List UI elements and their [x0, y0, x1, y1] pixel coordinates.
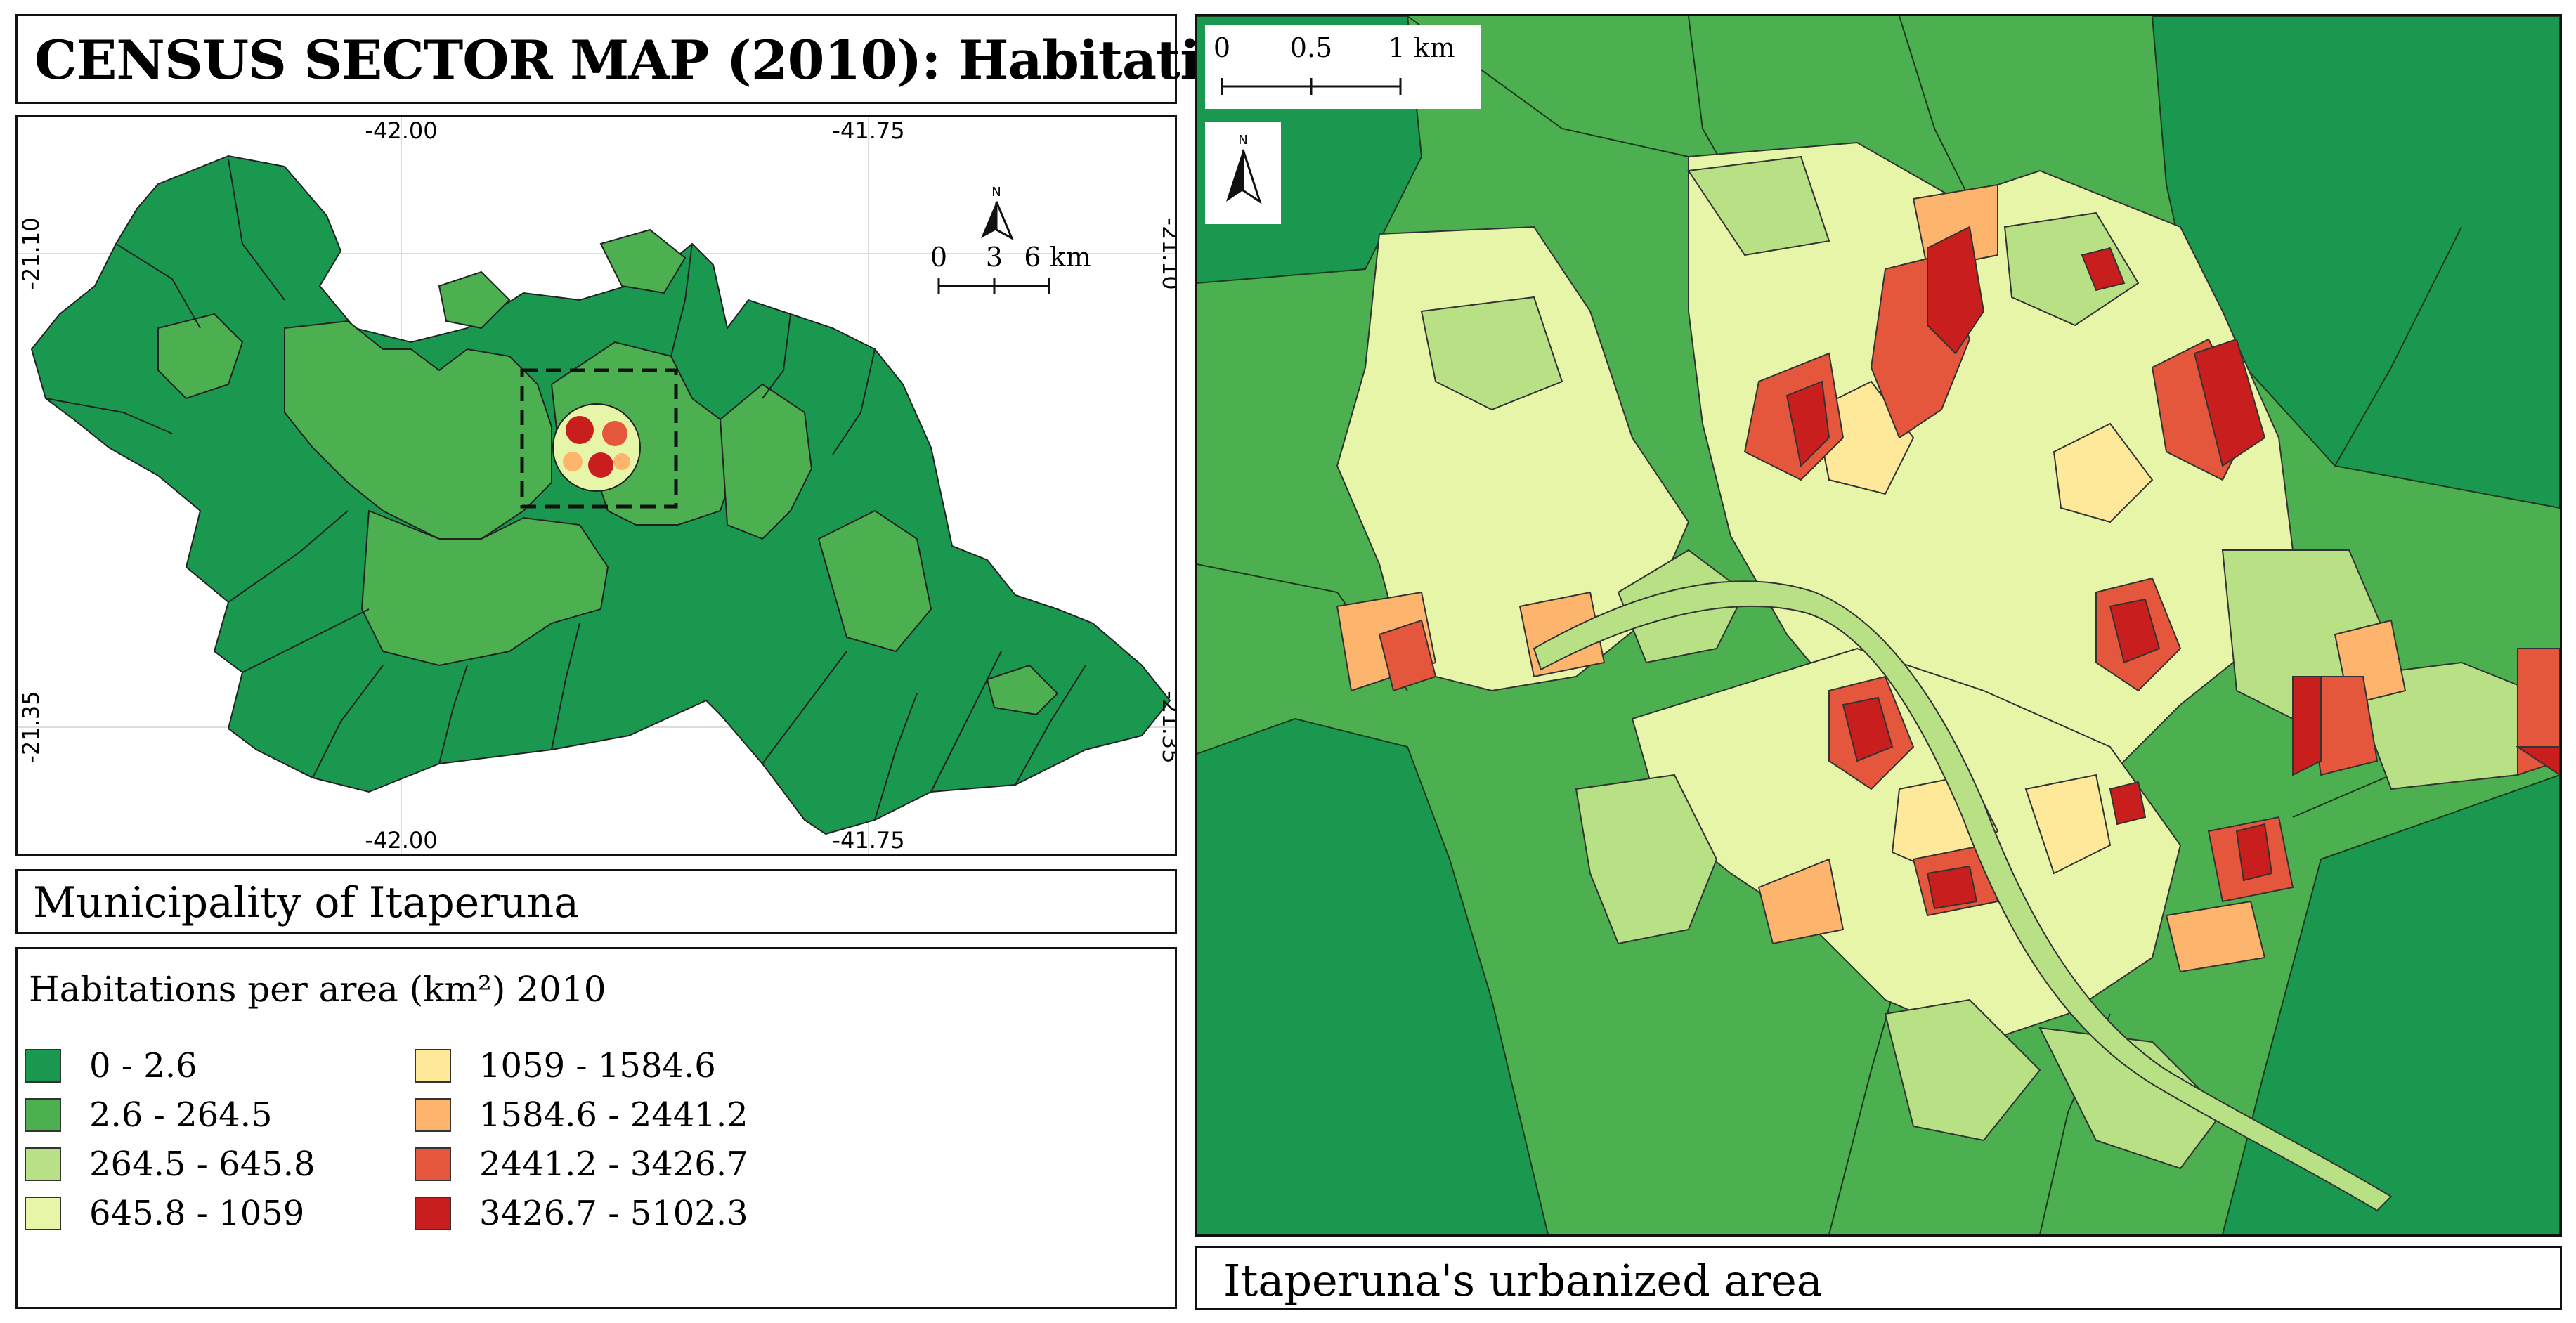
lon-label-bottom-2: -41.75 [832, 827, 904, 854]
scalebar-label-2: 6 km [1024, 242, 1091, 273]
legend-swatch [415, 1147, 451, 1181]
svg-text:N: N [1238, 133, 1247, 148]
legend-item: 1584.6 - 2441.2 [415, 1095, 748, 1135]
lat-label-right-1: -21.10 [1157, 217, 1175, 289]
legend-swatch [25, 1098, 61, 1132]
urban-scalebar-label-0: 0 [1214, 32, 1230, 63]
legend-label: 1584.6 - 2441.2 [479, 1095, 748, 1135]
scalebar-label-1: 3 [986, 242, 1003, 273]
north-arrow-icon: N [981, 185, 1015, 241]
legend-swatch [25, 1147, 61, 1181]
municipality-caption-box: Municipality of Itaperuna [15, 869, 1177, 934]
legend-item: 645.8 - 1059 [25, 1194, 304, 1233]
legend-label: 1059 - 1584.6 [479, 1046, 716, 1086]
legend-label: 0 - 2.6 [89, 1046, 197, 1086]
scalebar: 0 3 6 km [930, 242, 1091, 294]
lat-label-left-1: -21.10 [18, 217, 44, 289]
title-box: CENSUS SECTOR MAP (2010): Habitation [15, 14, 1273, 104]
legend-item: 0 - 2.6 [25, 1046, 197, 1086]
svg-text:N: N [991, 185, 1001, 200]
lon-label-top-2: -41.75 [832, 117, 904, 144]
legend-label: 3426.7 - 5102.3 [479, 1194, 748, 1233]
legend-swatch [25, 1197, 61, 1230]
legend-label: 2441.2 - 3426.7 [479, 1145, 748, 1184]
legend-item: 2.6 - 264.5 [25, 1095, 272, 1135]
urban-scalebar-label-1: 0.5 [1290, 32, 1332, 63]
north-arrow-icon: N [1226, 133, 1262, 204]
urban-scalebar-label-2: 1 km [1388, 32, 1455, 63]
legend-item: 264.5 - 645.8 [25, 1145, 316, 1184]
legend-item: 2441.2 - 3426.7 [415, 1145, 748, 1184]
scalebar-box [1205, 25, 1481, 109]
urban-caption-box: Itaperuna's urbanized area [1195, 1246, 2562, 1310]
municipality-map: -42.00 -41.75 -42.00 -41.75 -21.10 -21.3… [15, 115, 1177, 856]
sector-lines [45, 159, 1086, 821]
legend-item: 1059 - 1584.6 [415, 1046, 716, 1086]
lat-label-right-2: -21.35 [1157, 691, 1175, 763]
urban-map: N 0 0.5 1 km [1195, 14, 2562, 1237]
legend-label: 2.6 - 264.5 [89, 1095, 273, 1135]
outer-sectors [1197, 16, 2560, 1234]
legend-label: 645.8 - 1059 [89, 1194, 305, 1233]
municipality-caption: Municipality of Itaperuna [33, 878, 579, 927]
legend-swatch [415, 1197, 451, 1230]
urban-caption: Itaperuna's urbanized area [1223, 1255, 1823, 1306]
river-band [1533, 580, 2393, 1212]
legend: Habitations per area (km²) 2010 0 - 2.6 … [15, 947, 1177, 1309]
legend-item: 3426.7 - 5102.3 [415, 1194, 748, 1233]
legend-label: 264.5 - 645.8 [89, 1145, 316, 1184]
map-title: CENSUS SECTOR MAP (2010): Habitation [34, 29, 1273, 91]
scalebar-label-0: 0 [930, 242, 947, 273]
lat-label-left-2: -21.35 [18, 691, 44, 763]
legend-swatch [25, 1049, 61, 1083]
municipality-map-svg: -42.00 -41.75 -42.00 -41.75 -21.10 -21.3… [18, 117, 1175, 854]
urban-scalebar: 0 0.5 1 km [1214, 32, 1455, 95]
urban-extent-box [520, 368, 678, 509]
urban-core [552, 403, 641, 492]
lon-label-top-1: -42.00 [365, 117, 437, 144]
lon-label-bottom-1: -42.00 [365, 827, 437, 854]
legend-title: Habitations per area (km²) 2010 [29, 969, 606, 1010]
legend-swatch [415, 1098, 451, 1132]
urban-map-svg: N 0 0.5 1 km [1197, 16, 2560, 1234]
legend-swatch [415, 1049, 451, 1083]
